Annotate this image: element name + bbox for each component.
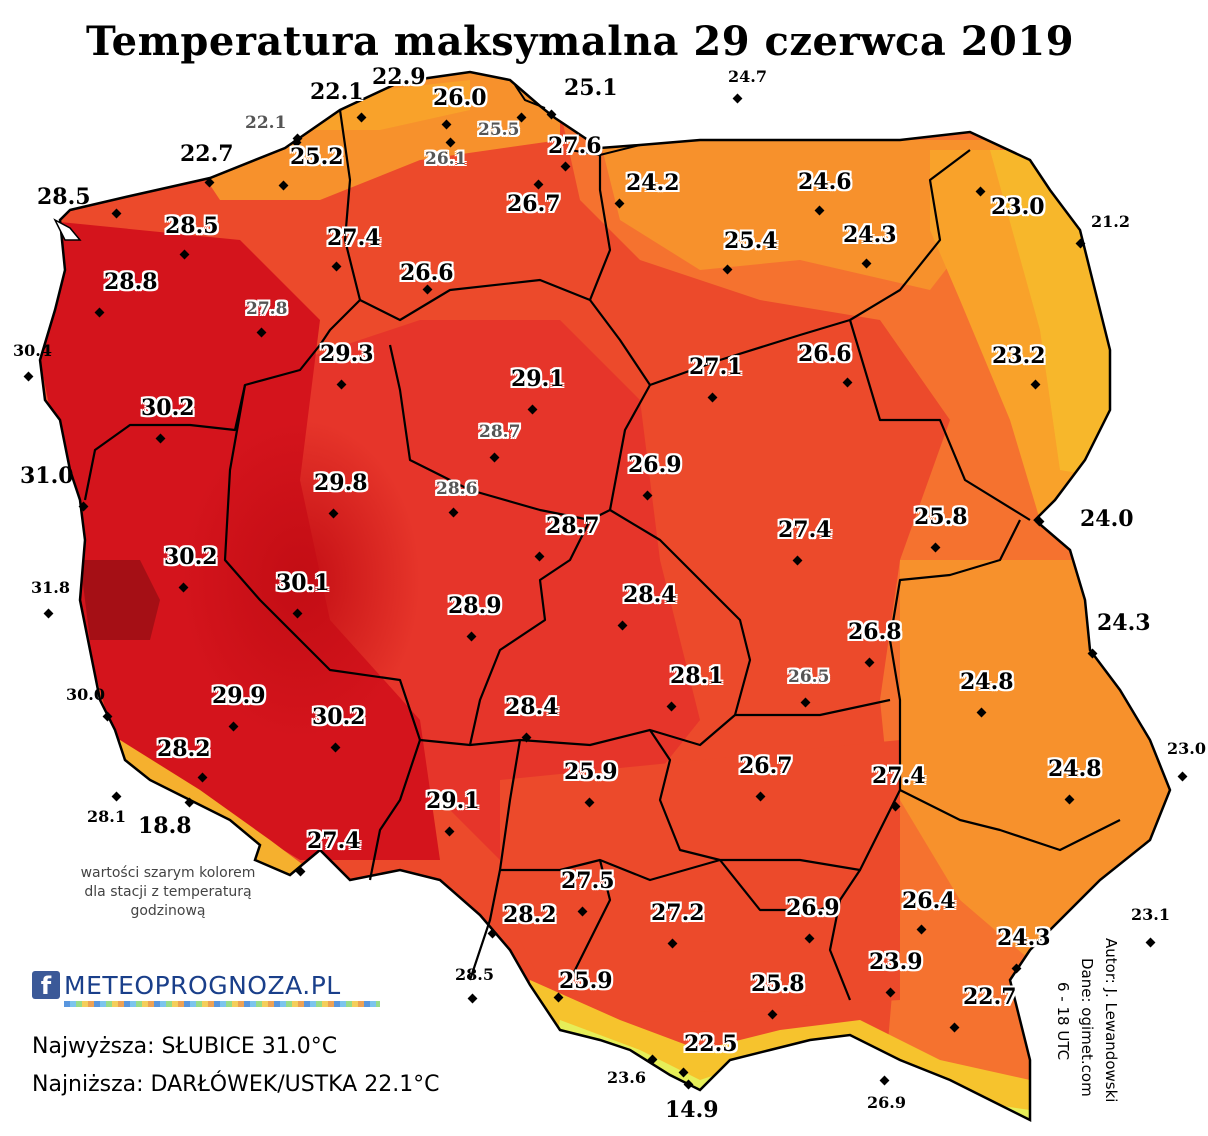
station-value: 27.1 <box>689 354 743 380</box>
map-title: Temperatura maksymalna 29 czerwca 2019 <box>85 18 1075 65</box>
station-value: 23.0 <box>991 194 1045 220</box>
szczecin-lagoon <box>53 218 82 241</box>
station-value: 25.9 <box>564 759 618 785</box>
station-value: 30.2 <box>164 544 218 570</box>
station-value: 21.2 <box>1091 212 1130 231</box>
station-value: 26.9 <box>867 1093 906 1112</box>
station-value: 26.7 <box>507 191 561 217</box>
station-value: 27.4 <box>872 763 926 789</box>
logo-text: METEOPROGNOZA.PL <box>64 970 341 1000</box>
grey-values-note: wartości szarym kolorem dla stacji z tem… <box>80 865 256 919</box>
station-value: 28.2 <box>503 902 557 928</box>
station-value: 25.5 <box>478 120 520 140</box>
station-value: 28.7 <box>479 422 521 442</box>
station-value: 30.1 <box>276 570 330 596</box>
station-value: 24.2 <box>626 170 680 196</box>
station-value: 30.2 <box>312 704 366 730</box>
station-value: 26.1 <box>425 149 467 169</box>
station-value: 23.0 <box>1167 739 1206 758</box>
station-value: 28.4 <box>623 582 677 608</box>
station-value: 24.0 <box>1080 506 1134 532</box>
credit-data: Dane: ogimet.com <box>1078 958 1096 1097</box>
station-value: 28.9 <box>448 593 502 619</box>
station-value: 28.2 <box>157 736 211 762</box>
facebook-icon[interactable]: f <box>32 971 60 1000</box>
station-value: 30.2 <box>141 395 195 421</box>
station-value: 28.7 <box>546 513 600 539</box>
station-value: 26.9 <box>628 452 682 478</box>
station-value: 27.4 <box>307 828 361 854</box>
station-value: 24.3 <box>843 222 897 248</box>
station-value: 26.5 <box>788 667 830 687</box>
station-value: 30.4 <box>13 341 52 360</box>
station-value: 22.7 <box>180 141 234 167</box>
station-value: 28.1 <box>87 807 126 826</box>
station-value: 26.4 <box>902 888 956 914</box>
station-value: 25.8 <box>914 504 968 530</box>
station-value: 27.5 <box>561 868 615 894</box>
station-value: 22.5 <box>684 1031 738 1057</box>
station-value: 22.9 <box>372 64 426 90</box>
station-value: 25.1 <box>564 75 618 101</box>
station-value: 29.1 <box>426 788 480 814</box>
station-value: 28.5 <box>165 213 219 239</box>
station-value: 24.8 <box>960 669 1014 695</box>
station-value: 27.4 <box>327 225 381 251</box>
station-value: 26.0 <box>433 85 487 111</box>
station-value: 24.7 <box>728 67 767 86</box>
station-value: 24.8 <box>1048 756 1102 782</box>
station-value: 27.4 <box>778 517 832 543</box>
station-value: 24.6 <box>798 169 852 195</box>
station-value: 23.6 <box>607 1068 646 1087</box>
station-value: 18.8 <box>138 813 192 839</box>
station-value: 29.9 <box>212 683 266 709</box>
station-value: 26.6 <box>798 341 852 367</box>
station-value: 26.7 <box>739 753 793 779</box>
station-value: 22.1 <box>245 113 287 133</box>
meteoprognoza-logo[interactable]: f METEOPROGNOZA.PL <box>32 970 341 1000</box>
station-value: 24.3 <box>1097 610 1151 636</box>
station-value: 25.2 <box>290 144 344 170</box>
station-value: 31.0 <box>20 463 74 489</box>
region-borders <box>83 109 1121 1001</box>
station-value: 28.6 <box>436 479 478 499</box>
station-value: 27.6 <box>548 133 602 159</box>
station-value: 22.7 <box>963 984 1017 1010</box>
station-value: 28.8 <box>104 269 158 295</box>
station-value: 30.0 <box>66 685 105 704</box>
station-value: 25.8 <box>751 971 805 997</box>
station-value: 26.9 <box>786 895 840 921</box>
credit-time: 6 - 18 UTC <box>1054 982 1072 1061</box>
station-value: 29.3 <box>320 341 374 367</box>
logo-color-bar <box>64 1001 380 1007</box>
station-value: 28.4 <box>505 694 559 720</box>
station-value: 28.5 <box>37 184 91 210</box>
station-value: 26.8 <box>848 619 902 645</box>
station-value: 23.1 <box>1131 905 1170 924</box>
station-value: 22.1 <box>310 79 364 105</box>
highest-temperature: Najwyższa: SŁUBICE 31.0°C <box>32 1034 338 1059</box>
credit-author: Autor: J. Lewandowski <box>1102 938 1120 1103</box>
station-value: 23.9 <box>869 949 923 975</box>
station-value: 27.8 <box>246 299 288 319</box>
hel-peninsula <box>514 84 546 109</box>
station-value: 14.9 <box>665 1097 719 1123</box>
station-value: 28.1 <box>670 663 724 689</box>
station-value: 29.8 <box>314 470 368 496</box>
station-value: 26.6 <box>400 260 454 286</box>
station-value: 23.2 <box>992 343 1046 369</box>
station-value: 28.5 <box>455 965 494 984</box>
lowest-temperature: Najniższa: DARŁÓWEK/USTKA 22.1°C <box>32 1072 440 1097</box>
vistula-lagoon <box>569 144 641 157</box>
station-value: 25.4 <box>724 228 778 254</box>
station-value: 27.2 <box>651 900 705 926</box>
station-value: 25.9 <box>559 968 613 994</box>
station-value: 24.3 <box>997 925 1051 951</box>
station-value: 29.1 <box>511 366 565 392</box>
station-value: 31.8 <box>31 578 70 597</box>
